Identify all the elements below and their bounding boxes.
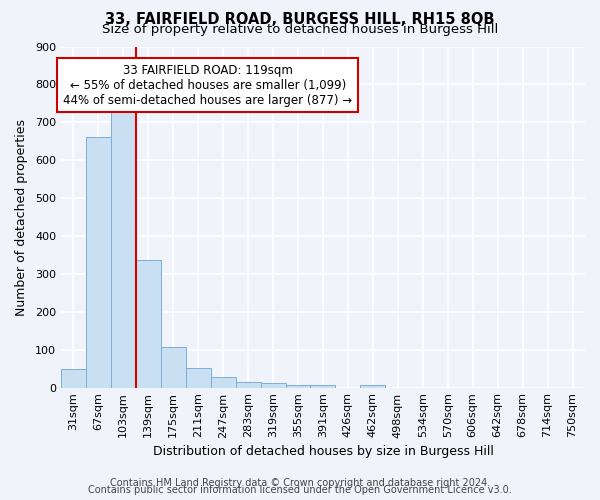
Bar bbox=[186, 368, 211, 388]
Bar bbox=[161, 346, 186, 388]
Bar bbox=[111, 104, 136, 388]
Bar bbox=[61, 368, 86, 388]
Bar bbox=[236, 382, 260, 388]
Text: Contains HM Land Registry data © Crown copyright and database right 2024.: Contains HM Land Registry data © Crown c… bbox=[110, 478, 490, 488]
Bar bbox=[86, 138, 111, 388]
Bar bbox=[260, 382, 286, 388]
Text: Contains public sector information licensed under the Open Government Licence v3: Contains public sector information licen… bbox=[88, 485, 512, 495]
Bar bbox=[136, 260, 161, 388]
Bar bbox=[211, 378, 236, 388]
Bar bbox=[310, 384, 335, 388]
Text: Size of property relative to detached houses in Burgess Hill: Size of property relative to detached ho… bbox=[102, 22, 498, 36]
Text: 33 FAIRFIELD ROAD: 119sqm
← 55% of detached houses are smaller (1,099)
44% of se: 33 FAIRFIELD ROAD: 119sqm ← 55% of detac… bbox=[63, 64, 352, 106]
Y-axis label: Number of detached properties: Number of detached properties bbox=[15, 118, 28, 316]
X-axis label: Distribution of detached houses by size in Burgess Hill: Distribution of detached houses by size … bbox=[152, 444, 493, 458]
Bar bbox=[361, 384, 385, 388]
Text: 33, FAIRFIELD ROAD, BURGESS HILL, RH15 8QB: 33, FAIRFIELD ROAD, BURGESS HILL, RH15 8… bbox=[105, 12, 495, 28]
Bar bbox=[286, 384, 310, 388]
